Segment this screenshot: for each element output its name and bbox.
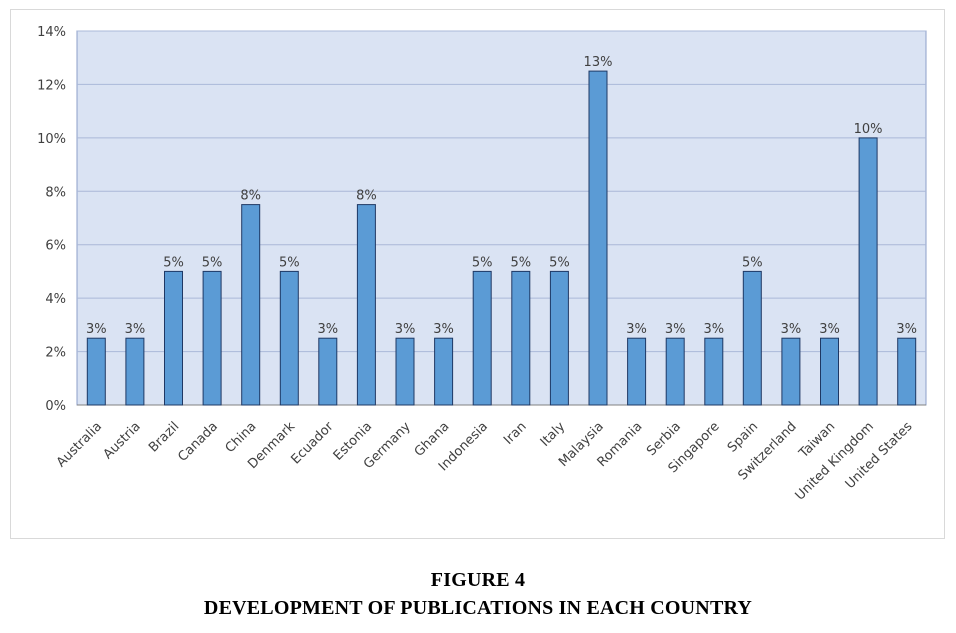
bar [318,337,338,406]
x-tick-label: Canada [175,419,221,465]
x-tick-label: Ecuador [288,419,337,468]
bars [86,70,917,406]
y-tick-label: 6% [45,239,66,254]
bar [742,270,762,406]
x-tick-label: Brazil [146,419,182,455]
bar [588,70,608,406]
data-label: 8% [240,189,261,204]
data-label: 3% [626,322,647,337]
bar [665,337,685,406]
data-labels: 3% 3% 5% 5% 8% 5% 3% 8% 3% 3% 5% 5% 5% 13% 3% 3% 3% 5% 3% 3… [86,55,917,337]
y-tick-label: 8% [45,185,66,200]
x-tick-label: Iran [501,419,530,448]
data-label: 3% [781,322,802,337]
x-tick-label: China [223,419,260,456]
data-label: 3% [317,322,338,337]
data-label: 3% [896,322,917,337]
data-label: 10% [854,122,883,137]
bar [395,337,415,406]
y-tick-label: 12% [37,78,66,93]
x-tick-label: Italy [538,419,569,450]
x-tick-label: Spain [725,419,761,455]
bar [279,270,299,406]
bar [202,270,222,406]
bar [164,270,183,406]
data-label: 3% [86,322,107,337]
data-label: 5% [202,255,223,270]
x-tick-label: Austria [101,419,144,462]
data-label: 3% [395,322,416,337]
bar [781,337,801,406]
y-tick-label: 0% [45,399,66,414]
data-label: 8% [356,189,377,204]
bar [241,204,261,406]
data-label: 13% [584,55,613,70]
bar [820,337,839,406]
y-tick-label: 2% [45,346,66,361]
y-tick-label: 10% [37,132,66,147]
data-label: 3% [703,322,724,337]
data-label: 3% [665,322,686,337]
x-tick-label: Australia [54,419,105,470]
bar [858,137,878,406]
data-label: 5% [510,255,531,270]
data-label: 5% [163,255,184,270]
y-tick-label: 4% [45,292,66,307]
data-label: 5% [742,255,763,270]
y-axis-tick-labels: 0% 2% 4% 6% 8% 10% 12% 14% [37,25,66,414]
bar [125,337,145,406]
bar [627,337,647,406]
bar [549,270,569,406]
data-label: 3% [125,322,146,337]
bar-chart: 3% 3% 5% 5% 8% 5% 3% 8% 3% 3% 5% 5% 5% 13% 3% 3% 3% 5% 3% 3… [37,25,927,504]
figure-title: DEVELOPMENT OF PUBLICATIONS IN EACH COUN… [203,597,753,619]
bar [356,204,376,406]
x-tick-label: United States [843,419,916,492]
figure-number: FIGURE 4 [430,569,526,591]
y-tick-label: 14% [37,25,66,40]
bar [704,337,724,406]
data-label: 5% [549,255,570,270]
data-label: 3% [819,322,840,337]
data-label: 3% [433,322,454,337]
data-label: 5% [279,255,300,270]
bar [86,337,106,406]
bar [434,337,454,406]
data-label: 5% [472,255,493,270]
bar [511,270,531,406]
bar [472,270,492,406]
bar [897,337,917,406]
